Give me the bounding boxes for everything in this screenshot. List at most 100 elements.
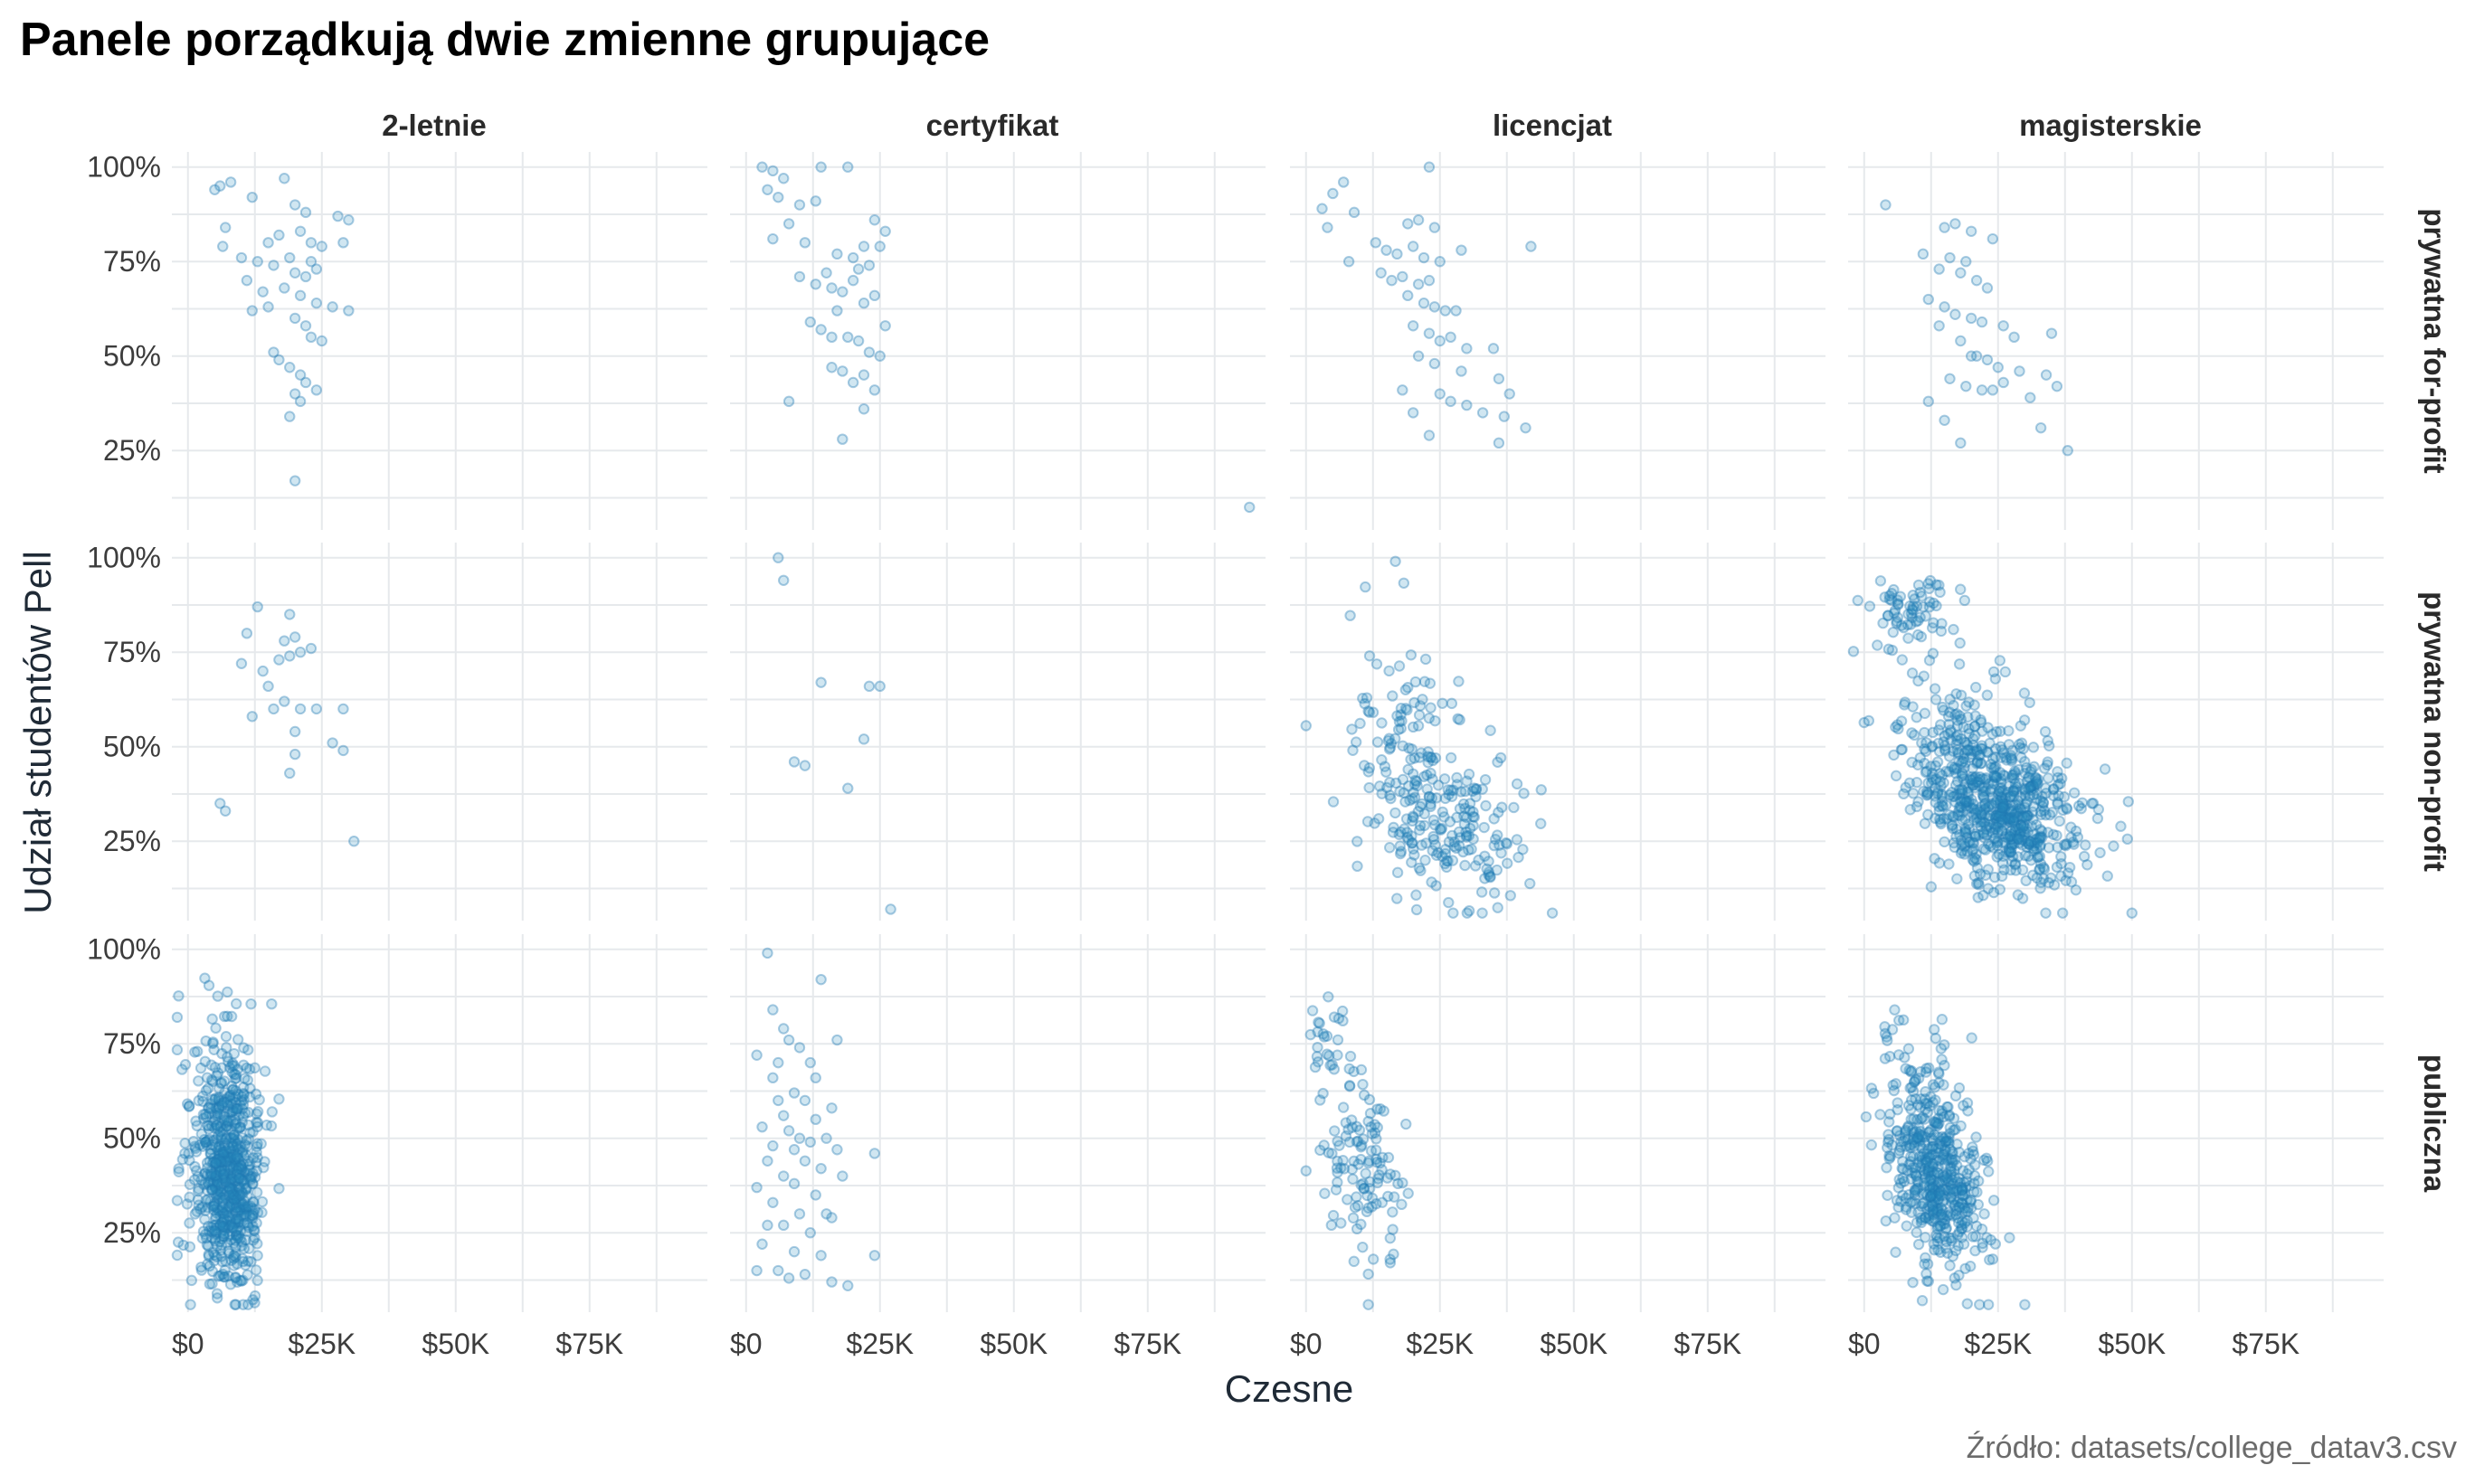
data-point — [1972, 776, 1984, 789]
data-point — [1968, 1186, 1980, 1197]
data-point — [1946, 1166, 1958, 1177]
data-point — [2029, 771, 2042, 783]
data-point — [2065, 876, 2078, 888]
data-point — [1961, 1168, 1973, 1180]
data-point — [205, 1059, 217, 1071]
data-point — [1906, 1196, 1919, 1207]
data-point — [1930, 579, 1942, 591]
data-point — [232, 1144, 244, 1156]
data-point — [1965, 312, 1977, 325]
data-point — [1962, 789, 1975, 800]
data-point — [1434, 823, 1446, 835]
data-point — [1927, 1181, 1939, 1193]
data-point — [1391, 248, 1403, 260]
data-point — [206, 1184, 218, 1196]
data-point — [1491, 864, 1503, 876]
data-point — [1883, 1149, 1895, 1162]
data-point — [820, 267, 832, 279]
data-point — [1546, 907, 1559, 919]
data-point — [1388, 1248, 1399, 1261]
data-point — [230, 1198, 242, 1211]
data-point — [2019, 784, 2031, 796]
data-point — [1363, 1183, 1376, 1195]
data-point — [199, 1205, 212, 1216]
data-point — [1480, 799, 1492, 812]
data-point — [1968, 1177, 1980, 1189]
data-point — [231, 1138, 243, 1150]
data-point — [1332, 1177, 1343, 1188]
data-point — [220, 1156, 232, 1167]
data-point — [2008, 827, 2021, 838]
data-point — [1905, 1066, 1917, 1078]
data-point — [216, 1186, 228, 1199]
data-point — [1386, 274, 1398, 287]
data-point — [210, 1092, 222, 1104]
data-point — [2013, 799, 2025, 810]
data-point — [2000, 828, 2012, 840]
data-point — [1919, 1163, 1931, 1175]
data-point — [1922, 1127, 1934, 1139]
data-point — [222, 1222, 233, 1234]
data-point — [251, 1106, 264, 1118]
data-point — [173, 990, 185, 1002]
data-point — [240, 1234, 251, 1246]
data-point — [1964, 1180, 1976, 1192]
data-point — [1988, 770, 2000, 781]
data-point — [1355, 1141, 1367, 1153]
data-point — [218, 1010, 231, 1023]
data-point — [289, 312, 301, 325]
data-point — [206, 1093, 219, 1105]
data-point — [762, 947, 773, 959]
data-point — [1378, 1105, 1389, 1117]
data-point — [1983, 818, 1995, 831]
data-point — [1473, 854, 1484, 866]
data-point — [2032, 851, 2044, 864]
data-point — [195, 1262, 207, 1273]
data-point — [230, 1084, 242, 1097]
data-point — [1965, 801, 1977, 814]
data-point — [1903, 1139, 1916, 1152]
data-point — [1951, 1196, 1964, 1208]
data-point — [2016, 811, 2028, 824]
data-point — [1436, 822, 1448, 835]
data-point — [218, 1141, 230, 1154]
data-point — [216, 1097, 228, 1110]
data-point — [1466, 785, 1479, 798]
data-point — [2011, 781, 2023, 793]
data-point — [239, 1202, 251, 1215]
data-point — [1996, 776, 2007, 789]
data-point — [1944, 373, 1956, 384]
data-point — [2094, 846, 2106, 859]
data-point — [2032, 837, 2044, 849]
data-point — [1946, 818, 1958, 831]
data-point — [216, 1233, 228, 1245]
data-point — [1943, 766, 1955, 778]
data-point — [1978, 1154, 1990, 1167]
data-point — [2021, 841, 2033, 854]
data-point — [231, 1258, 243, 1270]
data-point — [284, 650, 296, 662]
data-point — [1995, 810, 2006, 822]
data-point — [2034, 863, 2046, 874]
data-point — [207, 1176, 220, 1187]
data-point — [1430, 880, 1442, 892]
data-point — [782, 1125, 795, 1137]
data-point — [1400, 813, 1413, 825]
data-point — [2015, 818, 2027, 831]
data-point — [1481, 863, 1493, 875]
data-point — [238, 1195, 251, 1207]
data-point — [1882, 1035, 1893, 1046]
data-point — [2003, 812, 2015, 825]
data-point — [209, 1180, 221, 1192]
data-point — [1412, 806, 1424, 818]
data-point — [199, 1214, 211, 1225]
data-point — [231, 1230, 242, 1242]
data-point — [1425, 702, 1437, 714]
data-point — [223, 1212, 236, 1224]
data-point — [227, 1199, 240, 1212]
data-point — [1962, 1202, 1974, 1214]
data-point — [1512, 851, 1524, 864]
data-point — [2040, 788, 2053, 799]
data-point — [1971, 1186, 1983, 1198]
data-point — [197, 1225, 210, 1237]
